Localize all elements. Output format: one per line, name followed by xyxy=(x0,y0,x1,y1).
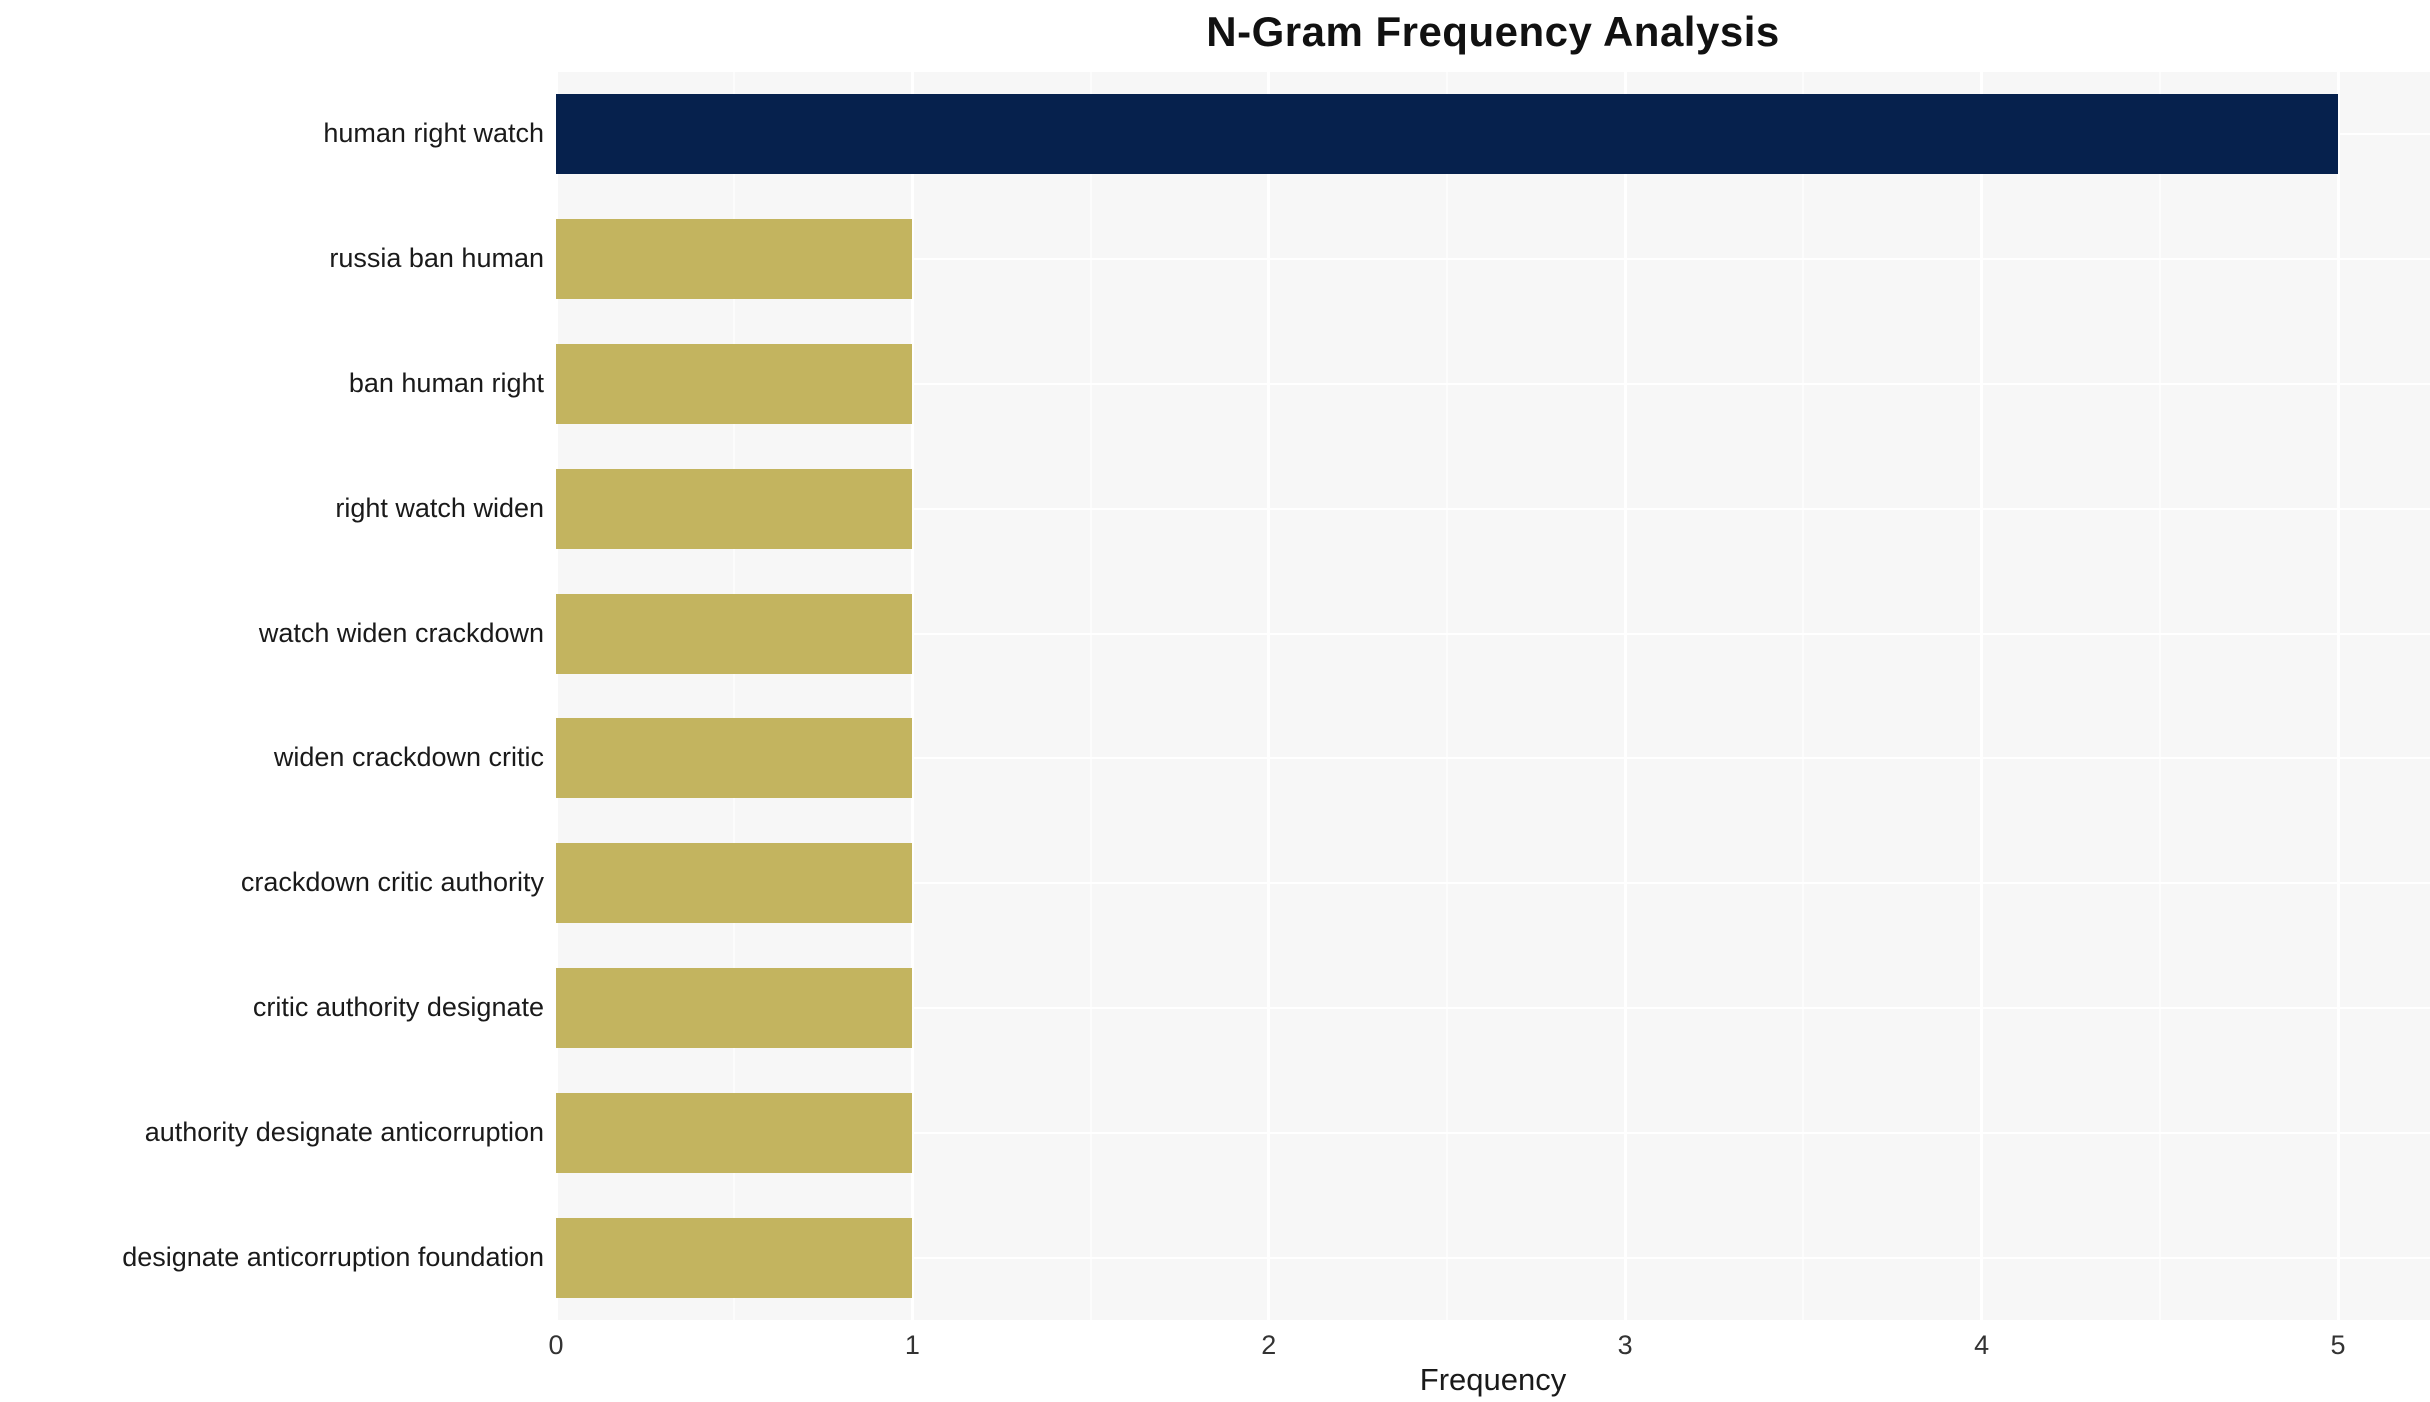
gridline-horizontal xyxy=(556,507,2430,510)
gridline-horizontal xyxy=(556,882,2430,885)
gridline-horizontal xyxy=(556,632,2430,635)
bar-human-right-watch xyxy=(556,94,2338,175)
x-tick-label: 2 xyxy=(1261,1330,1277,1360)
y-axis-label: watch widen crackdown xyxy=(258,617,544,648)
gridline-minor-vertical xyxy=(733,72,736,1320)
y-axis-label: critic authority designate xyxy=(252,992,544,1022)
gridline-horizontal xyxy=(556,258,2430,261)
bar-designate-anticorruption-foundation xyxy=(556,1217,913,1298)
bar-authority-designate-anticorruption xyxy=(556,1092,913,1173)
gridline-major-vertical xyxy=(1267,72,1271,1320)
bar-right-watch-widen xyxy=(556,468,913,549)
y-axis-label: widen crackdown critic xyxy=(273,742,544,773)
gridline-horizontal xyxy=(556,1007,2430,1009)
bar-ban-human-right xyxy=(556,344,913,424)
x-tick-label: 4 xyxy=(1974,1330,1990,1360)
bar-critic-authority-designate xyxy=(556,968,913,1048)
gridline-horizontal xyxy=(556,757,2430,760)
gridline-minor-vertical xyxy=(2158,72,2161,1320)
gridline-horizontal xyxy=(556,1131,2430,1134)
y-axis-label: right watch widen xyxy=(335,492,544,523)
x-axis-label: Frequency xyxy=(1419,1362,1567,1397)
gridline-major-vertical xyxy=(554,72,558,1320)
y-axis-label: russia ban human xyxy=(329,243,544,274)
gridline-minor-vertical xyxy=(1446,72,1448,1320)
y-axis-label: authority designate anticorruption xyxy=(144,1116,544,1147)
gridline-major-vertical xyxy=(2336,72,2340,1320)
y-axis-label: crackdown critic authority xyxy=(240,867,544,898)
x-tick-label: 5 xyxy=(2330,1330,2346,1360)
gridline-major-vertical xyxy=(1623,72,1627,1320)
gridline-horizontal xyxy=(556,383,2430,385)
chart-title: N-Gram Frequency Analysis xyxy=(1206,8,1780,55)
gridline-minor-vertical xyxy=(1089,72,1092,1320)
y-axis-label: human right watch xyxy=(323,118,544,149)
gridline-horizontal xyxy=(556,1256,2430,1259)
y-axis-label: ban human right xyxy=(348,368,544,398)
x-tick-label: 3 xyxy=(1617,1330,1633,1360)
gridline-major-vertical xyxy=(1980,72,1984,1320)
gridline-minor-vertical xyxy=(1802,72,1805,1320)
x-tick-label: 0 xyxy=(548,1330,564,1360)
bar-watch-widen-crackdown xyxy=(556,593,913,674)
x-tick-label: 1 xyxy=(904,1330,920,1360)
y-axis-label: designate anticorruption foundation xyxy=(122,1241,544,1272)
gridline-major-vertical xyxy=(910,72,914,1320)
bar-widen-crackdown-critic xyxy=(556,718,913,799)
bar-russia-ban-human xyxy=(556,219,913,300)
plot-area xyxy=(554,72,2430,1320)
bar-crackdown-critic-authority xyxy=(556,843,913,924)
